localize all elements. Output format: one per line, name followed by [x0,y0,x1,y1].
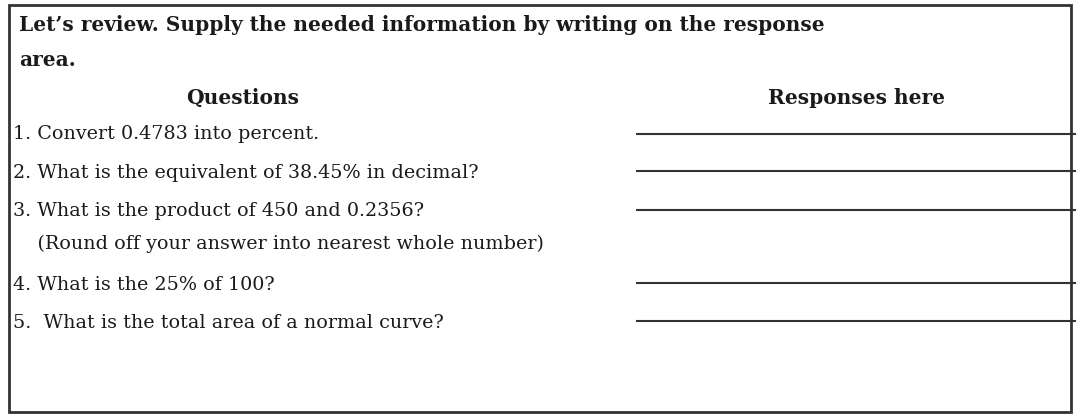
Text: 4. What is the 25% of 100?: 4. What is the 25% of 100? [13,276,274,294]
Text: Responses here: Responses here [768,88,945,108]
Text: (Round off your answer into nearest whole number): (Round off your answer into nearest whol… [13,235,544,253]
Text: 2. What is the equivalent of 38.45% in decimal?: 2. What is the equivalent of 38.45% in d… [13,164,478,182]
Text: 3. What is the product of 450 and 0.2356?: 3. What is the product of 450 and 0.2356… [13,202,424,220]
Text: 5.  What is the total area of a normal curve?: 5. What is the total area of a normal cu… [13,314,444,331]
Text: Let’s review. Supply the needed information by writing on the response: Let’s review. Supply the needed informat… [19,15,825,35]
Text: area.: area. [19,50,77,70]
Text: Questions: Questions [187,88,299,108]
Text: 1. Convert 0.4783 into percent.: 1. Convert 0.4783 into percent. [13,125,319,143]
